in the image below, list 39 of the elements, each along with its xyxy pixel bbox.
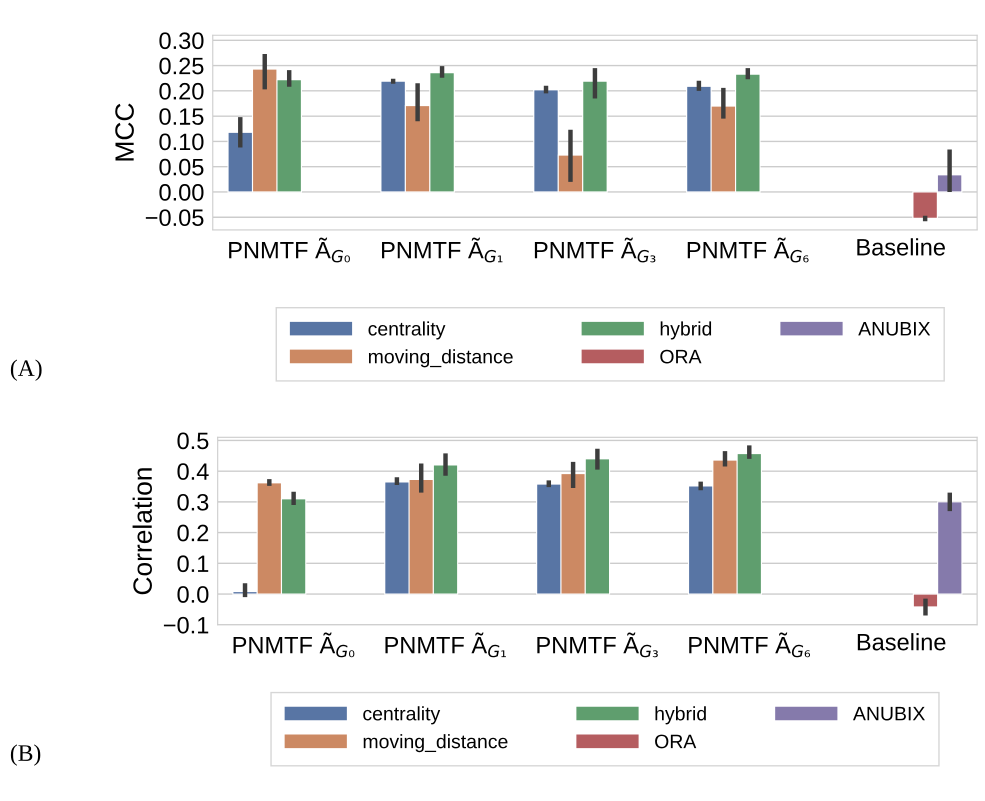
x-tick-label: PNMTF Ã$_{G₀}$ [234, 632, 354, 658]
x-tick-label: PNMTF Ã$_{G₁}$ [382, 238, 502, 262]
legend-label: hybrid [656, 706, 706, 724]
y-tick-label: 0.2 [177, 524, 208, 542]
y-axis-title: Correlation [132, 468, 152, 594]
y-tick-label: 0.15 [159, 108, 204, 125]
y-tick-label: 0.5 [177, 432, 208, 450]
text: (A) [10, 360, 42, 381]
legend-label: hybrid [660, 321, 712, 340]
x-tick-label: PNMTF Ã$_{G₃}$ [534, 238, 656, 262]
y-tick-label: 0.00 [159, 184, 204, 201]
legend-label: ANUBIX [852, 706, 925, 720]
legend-label: centrality [368, 321, 446, 340]
y-tick-label: 0.30 [159, 32, 204, 50]
legend-label: ANUBIX [858, 322, 930, 336]
y-tick-label: −0.1 [164, 616, 208, 634]
x-tick-label: Baseline [858, 633, 946, 650]
y-tick-label: 0.25 [159, 58, 204, 74]
legend-label: ORA [660, 350, 702, 364]
text: (B) [10, 744, 40, 766]
x-tick-label: PNMTF Ã$_{G₆}$ [689, 632, 810, 658]
x-tick-label: Baseline [857, 238, 945, 256]
y-axis-title: MCC [115, 104, 134, 160]
y-tick-label: 0.05 [159, 158, 204, 176]
y-tick-label: 0.4 [177, 463, 209, 480]
y-tick-label: 0.0 [177, 586, 208, 603]
x-tick-label: PNMTF Ã$_{G₃}$ [537, 632, 658, 658]
y-tick-label: 0.1 [177, 555, 208, 572]
y-tick-label: 0.3 [177, 494, 208, 511]
y-tick-label: 0.20 [159, 82, 204, 100]
y-tick-label: −0.05 [146, 209, 204, 226]
y-tick-label: 0.10 [159, 133, 204, 150]
legend-label: ORA [655, 734, 696, 748]
legend-label: moving_distance [368, 349, 513, 368]
legend-label: centrality [363, 706, 440, 724]
x-tick-label: PNMTF Ã$_{G₁}$ [385, 632, 506, 658]
x-tick-label: PNMTF Ã$_{G₀}$ [229, 238, 350, 262]
legend-label: moving_distance [364, 734, 508, 752]
x-tick-label: PNMTF Ã$_{G₆}$ [688, 238, 809, 262]
